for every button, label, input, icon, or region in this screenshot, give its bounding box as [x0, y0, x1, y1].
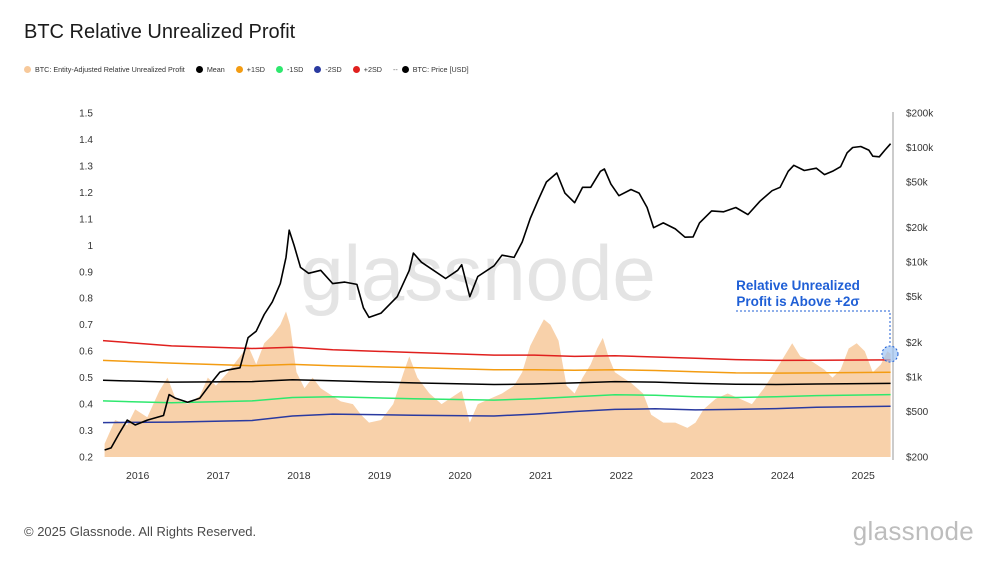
series-area-btc-entity-adjusted-relative-unrealized-profit: [104, 311, 891, 457]
x-axis-ticks: 2016 2017 2018 2019 2020 2021 2022 2023 2024 2025: [126, 470, 875, 482]
left-tick-label: 1.4: [79, 135, 93, 146]
legend-label: +1SD: [246, 64, 265, 74]
legend-item-minus2sd[interactable]: -2SD: [314, 64, 342, 74]
legend-label: +2SD: [363, 64, 382, 74]
legend-label: -2SD: [325, 64, 342, 74]
chart-legend: BTC: Entity-Adjusted Relative Unrealized…: [24, 63, 480, 75]
left-tick-label: 1.3: [79, 161, 93, 172]
right-tick-label: $100k: [906, 143, 934, 154]
legend-item-minus1sd[interactable]: -1SD: [275, 64, 304, 74]
legend-marker-icon: [275, 65, 283, 73]
legend-label: Mean: [206, 64, 225, 74]
x-tick-label: 2017: [207, 470, 231, 482]
legend-marker-icon: [24, 65, 31, 73]
right-tick-label: $200k: [906, 109, 934, 120]
right-tick-label: $200: [906, 453, 929, 464]
legend-marker-icon: [235, 65, 243, 73]
series-line-1sd: [102, 393, 891, 404]
annotation-leader: [736, 310, 891, 345]
right-tick-label: $5k: [906, 292, 923, 303]
series-line-2sd: [102, 405, 891, 424]
left-tick-label: 0.6: [79, 347, 93, 358]
x-tick-label: 2022: [610, 470, 634, 482]
annotation: Relative Unrealized Profit is Above +2σ: [736, 278, 899, 363]
annotation-line1: Relative Unrealized: [736, 278, 860, 293]
right-tick-label: $1k: [906, 372, 923, 383]
left-tick-label: 1.1: [79, 214, 93, 225]
left-tick-label: 1.2: [79, 188, 93, 199]
legend-label: BTC: Entity-Adjusted Relative Unrealized…: [35, 64, 185, 74]
line-series-group: [102, 143, 892, 451]
left-tick-label: 1: [87, 241, 93, 252]
left-tick-label: 0.9: [79, 267, 93, 278]
x-tick-label: 2025: [852, 470, 876, 482]
left-tick-label: 0.3: [79, 426, 93, 437]
x-tick-label: 2016: [126, 470, 150, 482]
legend-item-plus2sd[interactable]: +2SD: [352, 64, 382, 74]
annotation-line2: Profit is Above +2σ: [736, 294, 859, 309]
legend-label: -1SD: [286, 64, 304, 74]
left-tick-label: 0.8: [79, 294, 93, 305]
legend-label: BTC: Price [USD]: [412, 64, 469, 74]
watermark: glassnode: [300, 229, 656, 317]
left-tick-label: 0.5: [79, 373, 93, 384]
legend-item-plus1sd[interactable]: +1SD: [235, 64, 265, 74]
legend-marker-icon: [352, 65, 360, 73]
right-tick-label: $20k: [906, 223, 929, 234]
right-tick-label: $50k: [906, 178, 929, 189]
x-tick-label: 2020: [448, 470, 472, 482]
legend-marker-icon: [401, 65, 409, 73]
legend-marker-icon: [195, 65, 203, 73]
x-tick-label: 2023: [690, 470, 714, 482]
series-line-1sd: [102, 359, 891, 374]
legend-marker-icon: [314, 65, 322, 73]
chart-title: BTC Relative Unrealized Profit: [24, 21, 296, 43]
annotation-highlight-circle: [881, 345, 899, 363]
series-line-2sd: [102, 339, 891, 362]
right-tick-label: $10k: [906, 258, 929, 269]
brand-logo: glassnode: [852, 516, 974, 546]
x-tick-label: 2019: [368, 470, 392, 482]
right-tick-label: $2k: [906, 338, 923, 349]
legend-item-price[interactable]: -- BTC: Price [USD]: [393, 65, 469, 74]
area-series-group: [104, 311, 891, 457]
x-tick-label: 2018: [287, 470, 311, 482]
copyright-footer: © 2025 Glassnode. All Rights Reserved.: [24, 524, 257, 539]
legend-item-rup[interactable]: BTC: Entity-Adjusted Relative Unrealized…: [24, 65, 185, 74]
left-tick-label: 0.4: [79, 400, 93, 411]
right-tick-label: $500: [906, 407, 929, 418]
left-tick-label: 0.7: [79, 320, 93, 331]
left-tick-label: 0.2: [79, 453, 93, 464]
right-axis-ticks: $200 $500 $1k $2k $5k $10k $20k $50k $100k $200k: [906, 109, 934, 464]
left-axis-ticks: 0.2 0.3 0.4 0.5 0.6 0.7 0.8 0.9 1 1.1 1.2 1.3 1.4 1.5: [79, 109, 93, 464]
x-tick-label: 2024: [771, 470, 795, 482]
legend-dash-icon: --: [392, 64, 398, 74]
x-tick-label: 2021: [529, 470, 553, 482]
series-line-mean: [102, 378, 891, 386]
legend-item-mean[interactable]: Mean: [195, 64, 225, 74]
series-line-btc-price-usd: [104, 143, 892, 451]
left-tick-label: 1.5: [79, 109, 93, 120]
